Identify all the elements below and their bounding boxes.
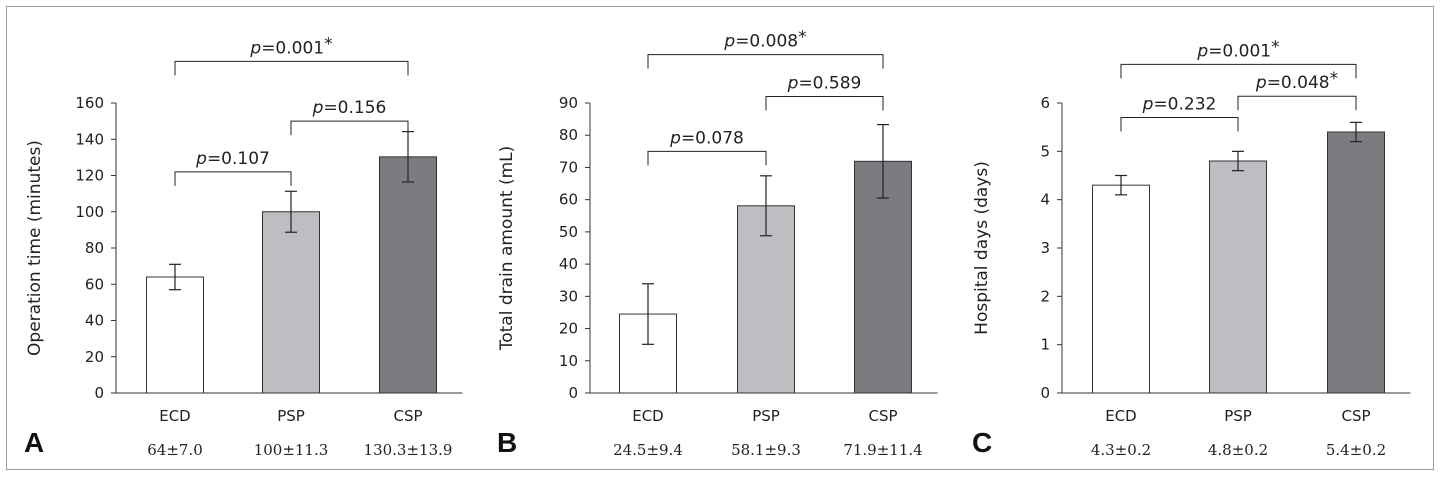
category-label: PSP	[277, 407, 305, 425]
y-tick-label: 30	[559, 287, 578, 305]
p-value-label: p=0.107	[195, 149, 270, 169]
y-axis-title: Operation time (minutes)	[25, 140, 45, 356]
p-value-label: p=0.001*	[1196, 37, 1279, 61]
bar-ecd	[1092, 184, 1150, 394]
category-label: ECD	[159, 407, 191, 425]
mean-sd-label: 130.3±13.9	[364, 441, 453, 459]
bar-psp	[737, 205, 795, 394]
mean-sd-label: 5.4±0.2	[1326, 441, 1386, 459]
chart-panel-a: 0 20 40 60 80 100 120 140 160 Operation time (min…	[24, 34, 463, 459]
y-tick-label: 3	[1040, 239, 1050, 257]
panel-letter: C	[972, 427, 992, 458]
significance-bracket	[1120, 117, 1239, 132]
figure-frame	[6, 6, 1434, 470]
bar-csp	[379, 156, 437, 394]
y-tick-label: 80	[85, 239, 104, 257]
category-label: ECD	[1105, 407, 1137, 425]
mean-sd-label: 24.5±9.4	[613, 441, 683, 459]
y-tick-label: 100	[75, 203, 104, 221]
bar-csp	[854, 160, 912, 394]
significance-bracket	[174, 171, 292, 186]
category-label: CSP	[1341, 407, 1370, 425]
y-tick-label: 120	[75, 167, 104, 185]
p-value-label: p=0.589	[787, 74, 862, 94]
y-tick-label: 80	[559, 126, 578, 144]
mean-sd-label: 4.8±0.2	[1208, 441, 1268, 459]
y-tick-label: 10	[559, 352, 578, 370]
chart-panel-b: 0 10 20 30 40 50 60 70 80 90 Total drain amount (m…	[497, 28, 938, 459]
p-value-label: p=0.048*	[1255, 69, 1338, 93]
y-tick-label: 4	[1040, 191, 1050, 209]
significance-bracket	[174, 60, 409, 76]
mean-sd-label: 4.3±0.2	[1091, 441, 1151, 459]
significance-bracket	[1237, 95, 1357, 111]
significance-bracket	[290, 120, 409, 136]
category-label: CSP	[393, 407, 422, 425]
y-tick-label: 20	[85, 348, 104, 366]
p-value-label: p=0.001*	[249, 34, 332, 58]
y-tick-label: 0	[568, 384, 578, 402]
significance-bracket	[765, 96, 884, 111]
significance-bracket	[1120, 63, 1357, 79]
y-tick-label: 6	[1040, 94, 1050, 112]
y-tick-label: 160	[75, 94, 104, 112]
y-tick-label: 0	[1040, 384, 1050, 402]
panel-letter: B	[497, 427, 517, 458]
mean-sd-label: 64±7.0	[147, 441, 203, 459]
y-tick-label: 1	[1040, 336, 1050, 354]
y-axis-title: Total drain amount (mL)	[497, 146, 517, 352]
category-label: PSP	[1224, 407, 1252, 425]
chart-panel-c: 0 1 2 3 4 5 6 Hospital days (days) ECD 4.3±0.2 PSP…	[972, 37, 1411, 459]
y-tick-label: 140	[75, 130, 104, 148]
category-label: PSP	[752, 407, 780, 425]
significance-bracket	[647, 54, 884, 69]
y-tick-label: 50	[559, 223, 578, 241]
y-tick-label: 40	[559, 255, 578, 273]
y-tick-label: 60	[559, 191, 578, 209]
y-tick-label: 2	[1040, 287, 1050, 305]
bar-psp	[262, 211, 320, 394]
y-tick-label: 20	[559, 320, 578, 338]
p-value-label: p=0.156	[312, 98, 387, 118]
y-tick-label: 40	[85, 312, 104, 330]
bar-psp	[1209, 160, 1267, 394]
y-axis-title: Hospital days (days)	[972, 161, 992, 335]
p-value-label: p=0.232	[1142, 95, 1217, 115]
category-label: ECD	[632, 407, 664, 425]
y-tick-label: 60	[85, 275, 104, 293]
p-value-label: p=0.008*	[723, 28, 806, 52]
bar-ecd	[146, 276, 204, 394]
y-tick-label: 0	[94, 384, 104, 402]
p-value-label: p=0.078	[669, 128, 744, 148]
category-label: CSP	[868, 407, 897, 425]
mean-sd-label: 100±11.3	[254, 441, 329, 459]
y-tick-label: 70	[559, 158, 578, 176]
mean-sd-label: 71.9±11.4	[843, 441, 922, 459]
mean-sd-label: 58.1±9.3	[731, 441, 801, 459]
bar-csp	[1327, 131, 1385, 394]
significance-bracket	[647, 150, 767, 166]
y-tick-label: 90	[559, 94, 578, 112]
panel-letter: A	[24, 427, 44, 458]
y-tick-label: 5	[1040, 142, 1050, 160]
